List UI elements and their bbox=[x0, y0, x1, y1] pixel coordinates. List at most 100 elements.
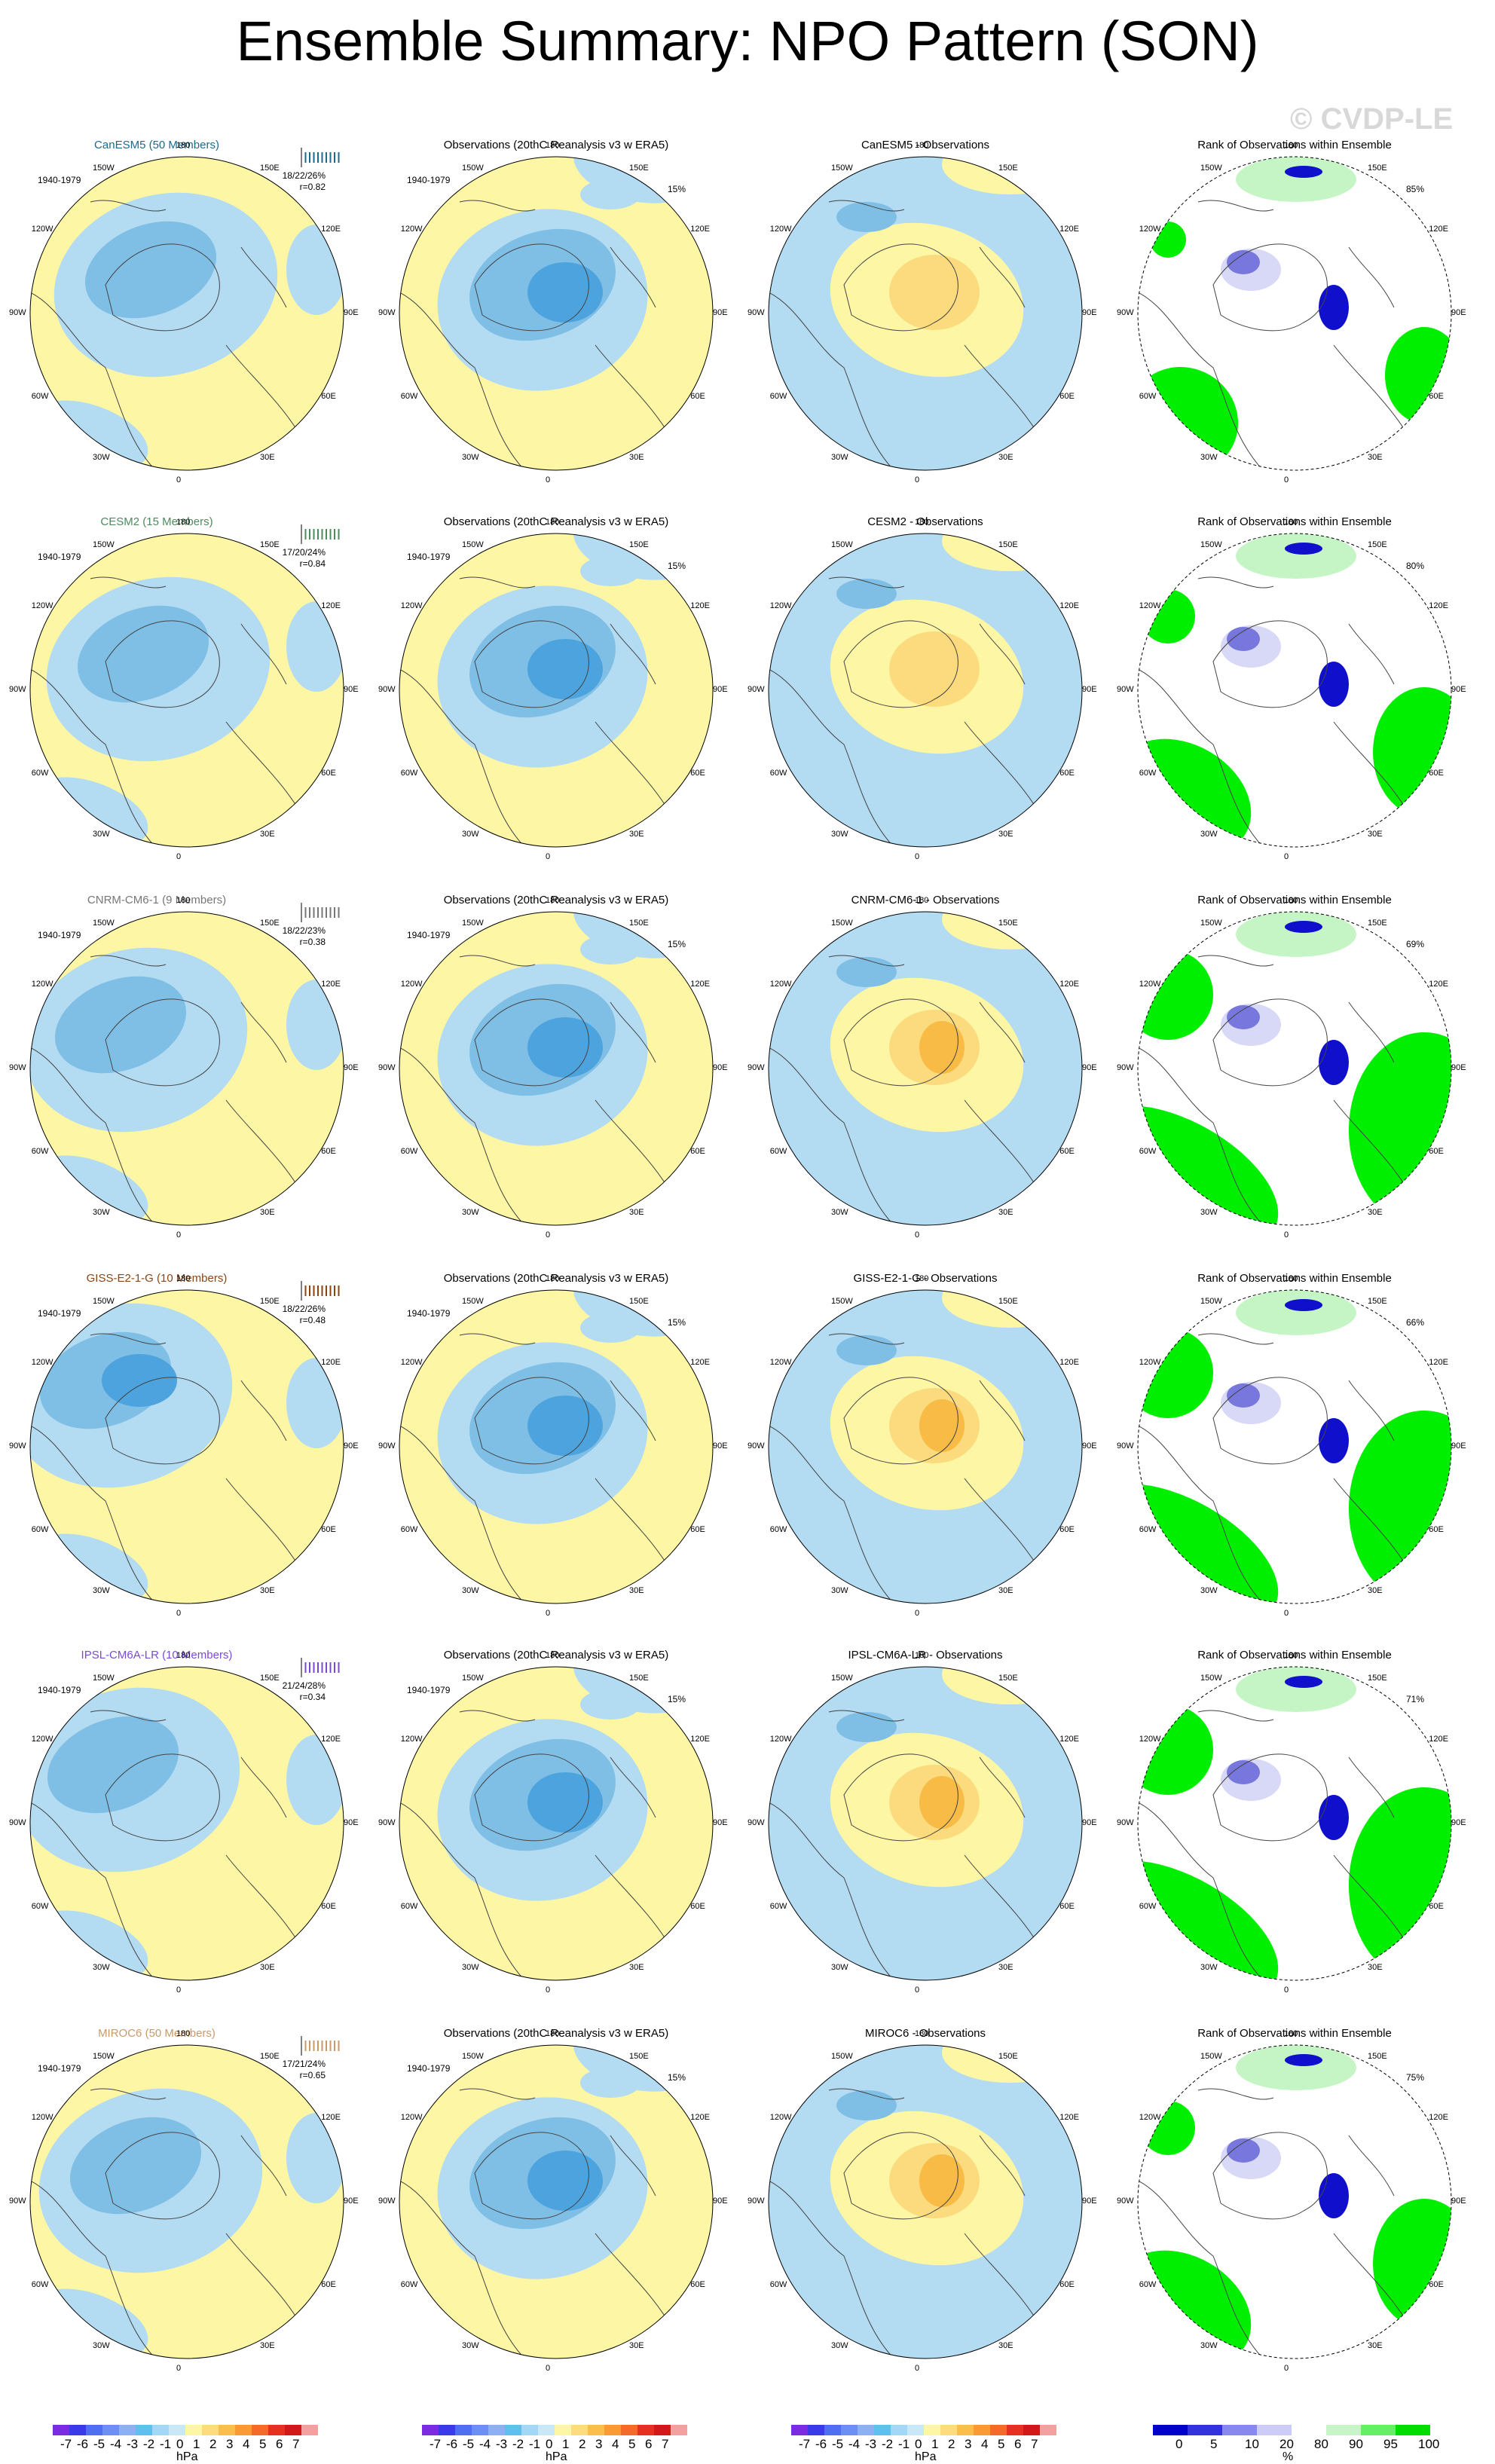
positive-anomaly-core bbox=[919, 2154, 965, 2207]
lon-label: 150W bbox=[93, 2051, 115, 2061]
lon-label: 150E bbox=[629, 1673, 649, 1683]
colorbar-swatch bbox=[621, 2425, 637, 2435]
obs-variance-percent: 15% bbox=[668, 184, 686, 194]
model-map-fill bbox=[30, 1290, 344, 1603]
rank-map-fill bbox=[1138, 533, 1451, 847]
lon-label: 90W bbox=[1117, 1441, 1134, 1451]
diff-panel: GISS-E2-1-G - Observations 180 150E 120E 90E… bbox=[738, 1252, 1112, 1632]
variance-percent: 18/22/26% bbox=[282, 1304, 326, 1314]
diff-panel: CanESM5 - Observations 180 150E 120E 90E 60E 3… bbox=[738, 119, 1112, 499]
lon-label: 150W bbox=[462, 163, 484, 173]
lon-label: 60E bbox=[690, 1525, 705, 1534]
lon-label: 0 bbox=[1284, 1609, 1289, 1618]
map-border bbox=[29, 1289, 344, 1604]
colorbar-label: -1 bbox=[529, 2437, 541, 2451]
lon-label: 150W bbox=[462, 1673, 484, 1683]
lon-label: 60E bbox=[690, 2280, 705, 2289]
rank-high bbox=[1349, 1787, 1451, 1980]
lon-label: 90E bbox=[713, 1818, 728, 1827]
coastline-arctic bbox=[474, 243, 589, 332]
rank-panel: Rank of Observations within Ensemble 66% 1… bbox=[1108, 1252, 1481, 1632]
lon-label: 30E bbox=[629, 1963, 644, 1973]
rank-percent: 85% bbox=[1406, 184, 1425, 194]
lon-label: 180 bbox=[915, 141, 929, 150]
lon-label: 120W bbox=[1139, 225, 1161, 234]
lon-label: 30E bbox=[629, 1208, 644, 1218]
lon-label: 180 bbox=[1284, 1274, 1298, 1283]
member-spread-glyph bbox=[298, 1281, 344, 1301]
lon-label: 30E bbox=[629, 830, 644, 839]
colorbar-swatch bbox=[136, 2425, 152, 2435]
coastline-arctic bbox=[1212, 1377, 1328, 1465]
colorbar-label: 4 bbox=[612, 2437, 619, 2451]
lon-label: 150W bbox=[1200, 1296, 1222, 1306]
colorbar-label: 7 bbox=[292, 2437, 300, 2451]
colorbar-swatch bbox=[1153, 2425, 1188, 2435]
lon-label: 90E bbox=[713, 1441, 728, 1451]
period-label: 1940-1979 bbox=[38, 175, 81, 185]
lon-label: 150W bbox=[93, 163, 115, 173]
colorbar-label: -5 bbox=[463, 2437, 475, 2451]
model-title: GISS-E2-1-G (10 Members) bbox=[86, 1272, 228, 1285]
colorbar-label: -2 bbox=[143, 2437, 155, 2451]
colorbar-label: 5 bbox=[1210, 2437, 1218, 2451]
lon-label: 180 bbox=[546, 1274, 560, 1283]
lon-label: 60E bbox=[690, 392, 705, 401]
lon-label: 90E bbox=[713, 1063, 728, 1072]
lon-label: 60W bbox=[769, 1147, 787, 1156]
colorbar-swatch bbox=[102, 2425, 119, 2435]
rank-percent: 69% bbox=[1406, 939, 1425, 949]
lon-label: 180 bbox=[1284, 1651, 1298, 1660]
coastline-arctic bbox=[843, 620, 958, 708]
diff-map-fill bbox=[769, 912, 1082, 1225]
rank-map-fill bbox=[1138, 1290, 1451, 1603]
member-spread-glyph bbox=[298, 148, 344, 167]
lon-label: 0 bbox=[176, 475, 182, 485]
model-map-fill bbox=[30, 157, 344, 470]
colorbar-swatch bbox=[202, 2425, 219, 2435]
map-border bbox=[768, 911, 1083, 1226]
colorbar-swatch bbox=[1222, 2425, 1257, 2435]
lon-label: 120E bbox=[321, 1358, 341, 1367]
colorbar-swatch bbox=[488, 2425, 505, 2435]
rank-low bbox=[1285, 166, 1322, 178]
obs-variance-percent: 15% bbox=[668, 1694, 686, 1704]
pattern-stats: 17/20/24% r=0.84 bbox=[265, 547, 326, 570]
coastline-arctic bbox=[1212, 243, 1328, 332]
panel-row: CanESM5 (50 Members) 1940-1979 18/22/26% r=… bbox=[0, 119, 1495, 499]
rank-title: Rank of Observations within Ensemble bbox=[1197, 1272, 1392, 1285]
lon-label: 120W bbox=[1139, 980, 1161, 989]
rank-title: Rank of Observations within Ensemble bbox=[1197, 2027, 1392, 2040]
variance-percent: 21/24/28% bbox=[282, 1680, 326, 1691]
period-label: 1940-1979 bbox=[407, 2063, 451, 2074]
lon-label: 60E bbox=[321, 1525, 336, 1534]
period-label: 1940-1979 bbox=[407, 175, 451, 185]
rank-low bbox=[1285, 2054, 1322, 2066]
lon-label: 30W bbox=[462, 830, 479, 839]
coastline-pacific bbox=[1197, 1710, 1274, 1722]
lon-label: 90W bbox=[9, 1818, 26, 1827]
lon-label: 150E bbox=[1368, 2051, 1387, 2061]
colorbar-swatch bbox=[53, 2425, 69, 2435]
colorbar-swatch bbox=[185, 2425, 202, 2435]
lon-label: 120W bbox=[31, 601, 54, 610]
obs-panel: Observations (20thC Reanalysis v3 w ERA5… bbox=[369, 1629, 743, 2009]
negative-anomaly-core bbox=[47, 1716, 179, 1814]
colorbar-label: 4 bbox=[981, 2437, 989, 2451]
period-label: 1940-1979 bbox=[407, 1685, 451, 1695]
lon-label: 30E bbox=[998, 453, 1013, 463]
variance-percent: 17/21/24% bbox=[282, 2059, 326, 2069]
lon-label: 30E bbox=[260, 830, 275, 839]
pattern-stats: 18/22/26% r=0.82 bbox=[265, 170, 326, 193]
map-border bbox=[399, 1289, 714, 1604]
coastline-arctic bbox=[1212, 998, 1328, 1087]
colorbar-label: 2 bbox=[948, 2437, 955, 2451]
coastline-siberia bbox=[1348, 1380, 1395, 1441]
lon-label: 30W bbox=[1200, 1586, 1218, 1596]
colorbar-swatch bbox=[119, 2425, 136, 2435]
colorbar-swatch bbox=[1188, 2425, 1222, 2435]
lon-label: 120E bbox=[690, 980, 710, 989]
lon-label: 120W bbox=[31, 1735, 54, 1744]
rank-high bbox=[1373, 687, 1451, 817]
lon-label: 60E bbox=[1429, 2280, 1444, 2289]
